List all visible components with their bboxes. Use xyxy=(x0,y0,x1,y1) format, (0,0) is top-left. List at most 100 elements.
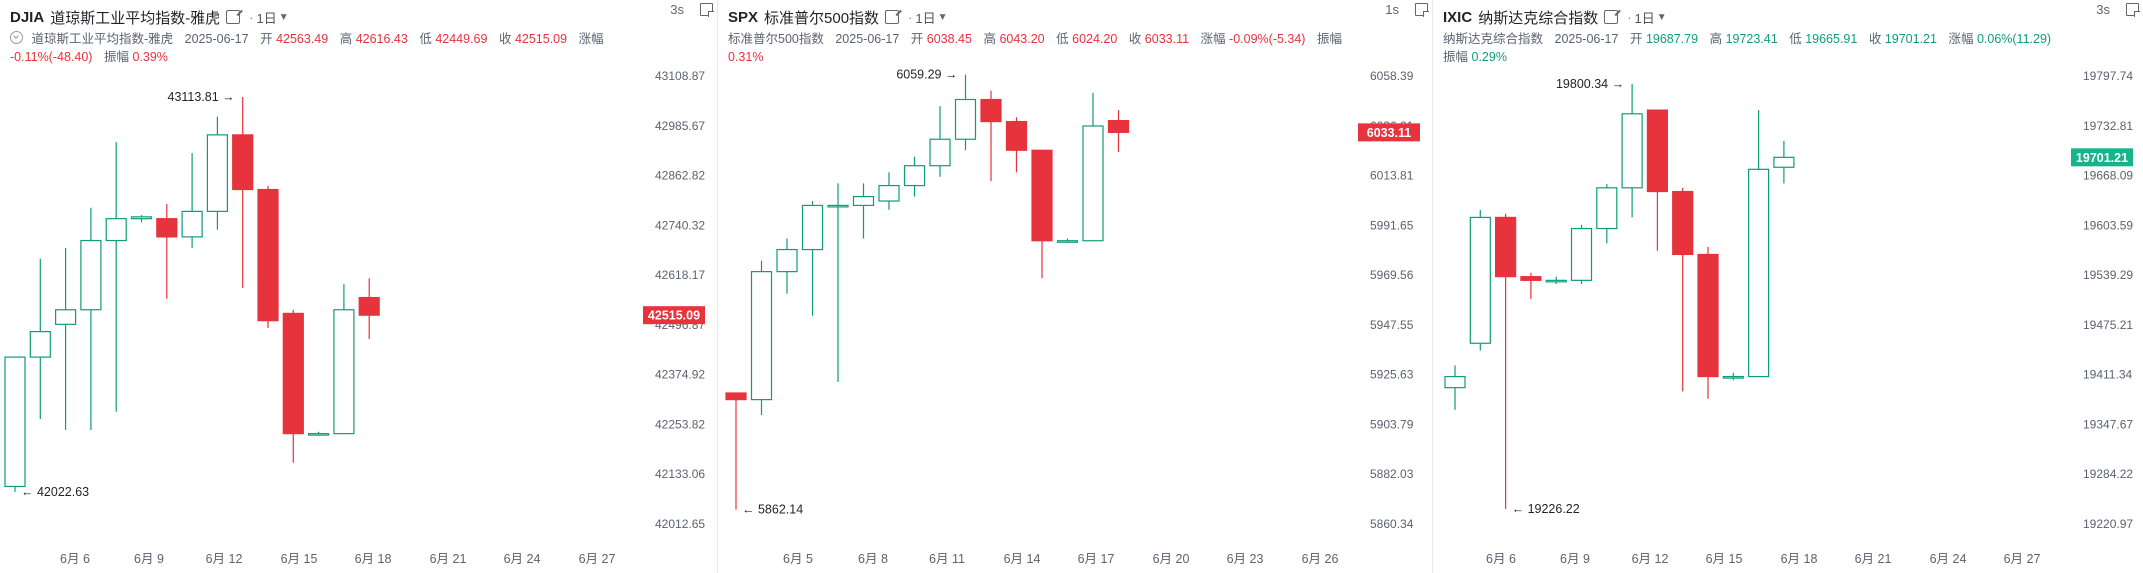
y-tick-label: 19411.34 xyxy=(2083,368,2132,382)
candle xyxy=(980,90,1002,182)
x-tick-label: 6月 21 xyxy=(430,552,467,566)
candle xyxy=(1005,117,1028,173)
y-tick-label: 42618.17 xyxy=(655,268,705,282)
candle-body xyxy=(1031,149,1053,242)
ohlc-info: 标准普尔500指数 2025-06-17 开 6038.45 高 6043.20… xyxy=(728,32,1342,64)
candle-body xyxy=(827,204,849,208)
candle xyxy=(1646,109,1668,251)
expand-icon[interactable] xyxy=(1415,3,1429,17)
candle xyxy=(1621,83,1643,218)
candle xyxy=(903,156,926,197)
candlestick-chart[interactable]: 19797.74 19732.81 19668.09 19603.59 19539.29… xyxy=(1433,0,2143,573)
min-price-annotation: ← 42022.63 xyxy=(21,485,89,499)
panel-header: IXIC 纳斯达克综合指数 · 1日 ▼ 纳斯达克综合指数 2025-06-17… xyxy=(1443,6,2135,66)
y-tick-label: 5947.55 xyxy=(1370,318,1414,332)
y-tick-label: 43108.87 xyxy=(655,69,705,83)
expand-icon[interactable] xyxy=(700,3,714,17)
candle-body xyxy=(257,188,279,322)
collapse-icon[interactable] xyxy=(10,31,23,44)
period-selector[interactable]: 1日 xyxy=(1634,10,1655,26)
candle-body xyxy=(1444,375,1466,389)
candle-body xyxy=(1469,216,1491,344)
candle-body xyxy=(1494,216,1517,278)
y-tick-label: 5925.63 xyxy=(1370,368,1414,382)
y-tick-label: 19539.29 xyxy=(2083,268,2133,282)
candle xyxy=(206,116,228,230)
candle-body xyxy=(1596,187,1618,230)
y-tick-label: 5991.65 xyxy=(1370,218,1414,232)
min-price-annotation: ← 19226.22 xyxy=(1512,502,1580,516)
candle-body xyxy=(954,98,977,140)
panel-divider[interactable] xyxy=(717,0,718,573)
period-selector[interactable]: 1日 xyxy=(915,10,936,26)
last-price-label: 42515.09 xyxy=(648,309,700,323)
edit-icon[interactable] xyxy=(1604,10,1619,24)
panel-header: DJIA 道琼斯工业平均指数-雅虎 · 1日 ▼ 道琼斯工业平均指数-雅虎 20… xyxy=(10,6,709,66)
panel-divider[interactable] xyxy=(1432,0,1433,573)
chevron-down-icon[interactable]: ▼ xyxy=(1656,11,1667,23)
x-tick-label: 6月 23 xyxy=(1227,552,1264,566)
x-tick-label: 6月 12 xyxy=(1632,552,1669,566)
y-tick-label: 42374.92 xyxy=(655,368,705,382)
x-tick-label: 6月 8 xyxy=(858,552,888,566)
y-tick-label: 6013.81 xyxy=(1370,169,1414,183)
candle xyxy=(308,431,330,436)
x-tick-label: 6月 21 xyxy=(1855,552,1892,566)
candlestick-chart[interactable]: 6058.396036.216013.815991.655969.565947.… xyxy=(718,0,1432,573)
candle xyxy=(1697,247,1719,399)
y-tick-label: 19475.21 xyxy=(2083,318,2133,332)
refresh-interval[interactable]: 3s xyxy=(2096,2,2110,17)
y-tick-label: 19797.74 xyxy=(2083,69,2133,83)
y-tick-label: 5860.34 xyxy=(1370,517,1414,531)
candle xyxy=(29,258,51,420)
chevron-down-icon[interactable]: ▼ xyxy=(278,11,289,23)
candle-body xyxy=(1773,156,1795,168)
ohlc-info: 道琼斯工业平均指数-雅虎 2025-06-17 开 42563.49 高 426… xyxy=(10,31,604,64)
x-tick-label: 6月 20 xyxy=(1153,552,1190,566)
candle xyxy=(1494,213,1517,509)
candle-body xyxy=(29,331,51,358)
candle-body xyxy=(929,138,951,167)
candlestick-chart[interactable]: 43108.87 42985.67 42862.82 42740.32 42618.17… xyxy=(0,0,717,573)
edit-icon[interactable] xyxy=(885,10,900,24)
x-tick-label: 6月 14 xyxy=(1004,552,1041,566)
y-tick-label: 42862.82 xyxy=(655,169,705,183)
candle-body xyxy=(156,218,178,238)
x-tick-label: 6月 17 xyxy=(1078,552,1115,566)
expand-icon[interactable] xyxy=(2126,3,2140,17)
candle xyxy=(1469,210,1491,351)
x-tick-label: 6月 24 xyxy=(1930,552,1967,566)
panel-tools: 1s xyxy=(1385,2,1429,17)
chart-panel-ixic[interactable]: IXIC 纳斯达克综合指数 · 1日 ▼ 纳斯达克综合指数 2025-06-17… xyxy=(1433,0,2143,573)
candle-body xyxy=(80,239,102,311)
chevron-down-icon[interactable]: ▼ xyxy=(937,11,948,23)
edit-icon[interactable] xyxy=(226,10,241,24)
candle xyxy=(80,207,102,430)
candle-body xyxy=(1005,120,1028,151)
y-tick-label: 42985.67 xyxy=(655,119,705,133)
last-price-tag xyxy=(2071,148,2133,167)
candle-body xyxy=(1621,113,1643,189)
refresh-interval[interactable]: 3s xyxy=(670,2,684,17)
min-price-annotation: ← 5862.14 xyxy=(742,503,803,517)
candle xyxy=(1722,372,1744,381)
candle-body xyxy=(1107,119,1130,133)
last-price-tag xyxy=(1358,123,1420,142)
candle xyxy=(232,97,254,288)
x-tick-label: 6月 26 xyxy=(1302,552,1339,566)
y-tick-label: 5969.56 xyxy=(1370,268,1414,282)
candle xyxy=(725,392,747,510)
candle xyxy=(156,204,178,299)
chart-panel-djia[interactable]: DJIA 道琼斯工业平均指数-雅虎 · 1日 ▼ 道琼斯工业平均指数-雅虎 20… xyxy=(0,0,717,573)
x-tick-label: 6月 12 xyxy=(206,552,243,566)
candle xyxy=(1773,140,1795,184)
x-tick-label: 6月 9 xyxy=(1560,552,1590,566)
chart-panel-spx[interactable]: SPX 标准普尔500指数 · 1日 ▼ 标准普尔500指数 2025-06-1… xyxy=(718,0,1432,573)
candle-body xyxy=(54,309,77,325)
refresh-interval[interactable]: 1s xyxy=(1385,2,1399,17)
candle-body xyxy=(282,312,304,435)
period-selector[interactable]: 1日 xyxy=(256,10,277,26)
candle xyxy=(1056,238,1079,243)
candle xyxy=(1596,184,1618,244)
y-tick-label: 6058.39 xyxy=(1370,69,1414,83)
